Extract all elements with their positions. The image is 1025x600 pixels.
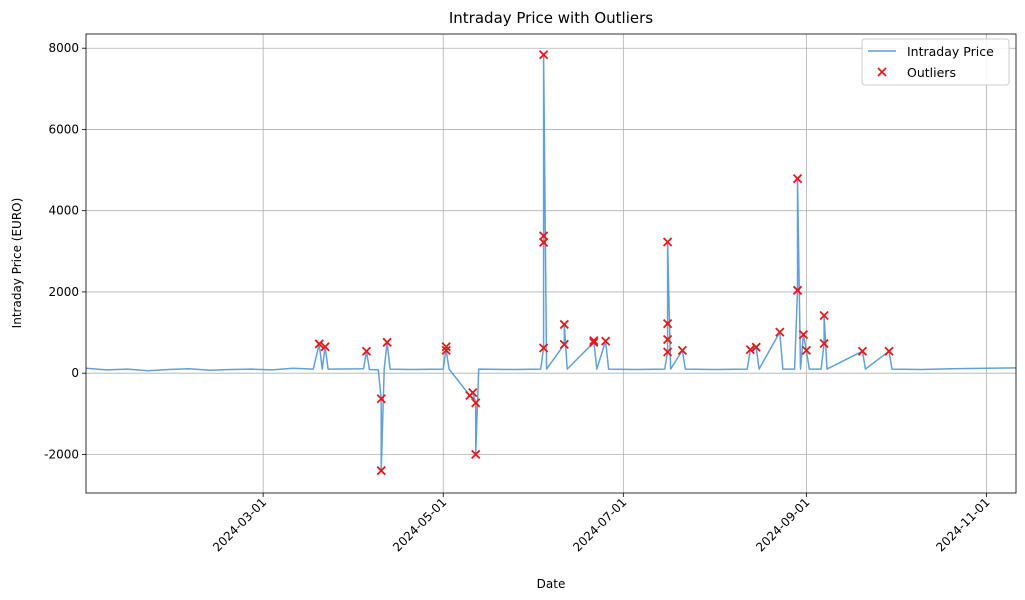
y-tick-label: 2000 — [48, 285, 79, 299]
legend-box — [861, 38, 1010, 86]
outlier-point — [361, 346, 372, 356]
outlier-point — [441, 345, 451, 356]
series-layer — [85, 50, 1017, 476]
outlier-point — [376, 466, 386, 476]
outlier-point — [320, 342, 330, 352]
outlier-point — [801, 345, 812, 356]
outlier-point — [819, 338, 829, 349]
y-tick-label: 0 — [71, 366, 79, 380]
legend-label-outliers: Outliers — [907, 65, 956, 80]
outlier-point — [662, 237, 673, 247]
outlier-point — [538, 231, 549, 241]
y-axis-label: Intraday Price (EURO) — [10, 198, 24, 329]
y-tick-label: 6000 — [48, 122, 79, 136]
outlier-point — [559, 339, 569, 349]
y-tick-label: 4000 — [48, 204, 79, 218]
y-tick-label: 8000 — [48, 41, 79, 55]
outlier-point — [857, 346, 868, 356]
outlier-point — [471, 398, 481, 408]
grid-layer — [86, 34, 1016, 493]
outlier-point — [538, 343, 549, 353]
legend-outlier-marker — [877, 67, 887, 77]
outlier-point — [662, 347, 673, 357]
legend-label-intraday-price: Intraday Price — [907, 44, 994, 59]
outlier-point — [589, 336, 599, 346]
outlier-point — [884, 346, 894, 356]
chart-title: Intraday Price with Outliers — [449, 9, 653, 27]
outlier-point — [382, 337, 392, 347]
outlier-point — [538, 50, 549, 60]
legend: Intraday Price Outliers — [861, 38, 1010, 86]
outlier-point — [376, 394, 386, 404]
outlier-point — [751, 342, 761, 352]
outlier-point — [314, 339, 324, 349]
x-axis-label: Date — [537, 577, 566, 591]
legend-marker-swatch — [877, 67, 887, 77]
plot-frame — [85, 33, 1017, 494]
outlier-point — [471, 449, 481, 460]
outlier-point — [798, 329, 809, 340]
outlier-point — [468, 388, 478, 398]
outlier-point — [441, 342, 451, 352]
outlier-point — [559, 319, 569, 330]
outlier-point — [589, 337, 599, 347]
outlier-point — [792, 173, 803, 184]
outlier-point — [662, 334, 673, 345]
outlier-point — [792, 285, 803, 295]
outlier-point — [600, 336, 611, 346]
outlier-point — [745, 344, 755, 355]
outlier-point — [662, 318, 673, 329]
y-tick-label: -2000 — [44, 447, 79, 461]
outlier-point — [775, 327, 785, 337]
outlier-point — [677, 345, 688, 356]
outlier-point — [819, 310, 829, 321]
